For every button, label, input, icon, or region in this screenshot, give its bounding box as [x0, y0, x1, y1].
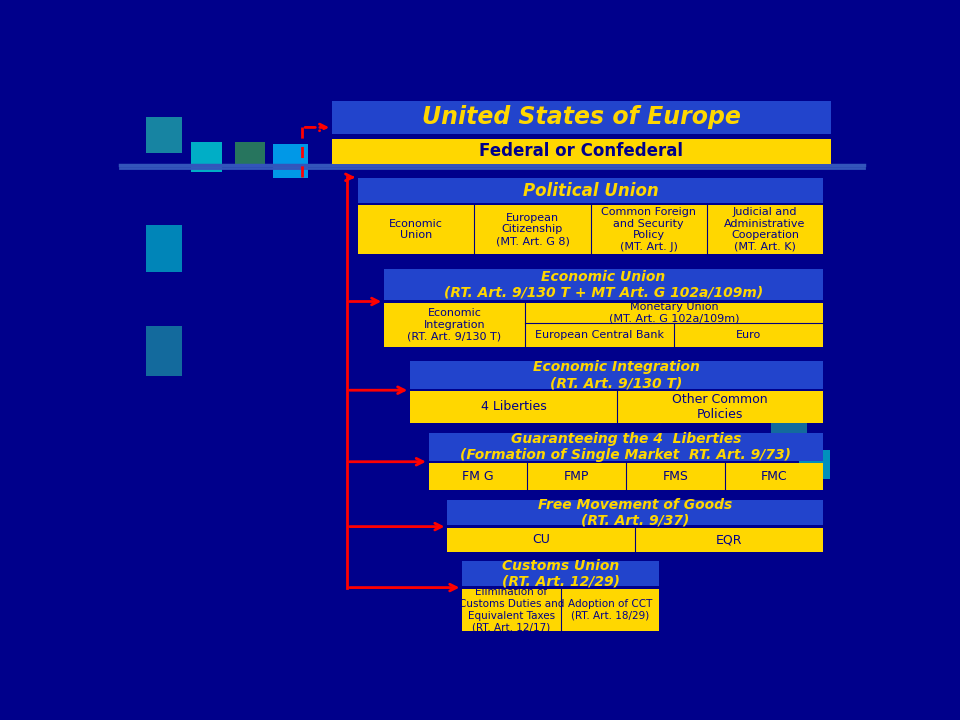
Text: FMC: FMC: [760, 470, 787, 483]
Text: FM G: FM G: [462, 470, 493, 483]
Text: Judicial and
Administrative
Cooperation
(MT. Art. K): Judicial and Administrative Cooperation …: [724, 207, 805, 252]
Text: Economic Integration
(RT. Art. 9/130 T): Economic Integration (RT. Art. 9/130 T): [533, 360, 700, 390]
FancyBboxPatch shape: [332, 138, 830, 164]
FancyBboxPatch shape: [191, 142, 222, 172]
Text: Common Foreign
and Security
Policy
(MT. Art. J): Common Foreign and Security Policy (MT. …: [601, 207, 696, 252]
FancyBboxPatch shape: [429, 464, 823, 490]
FancyBboxPatch shape: [146, 117, 181, 153]
Text: Federal or Confederal: Federal or Confederal: [479, 143, 684, 161]
FancyBboxPatch shape: [463, 561, 660, 587]
Text: FMS: FMS: [662, 470, 688, 483]
Text: Other Common
Policies: Other Common Policies: [672, 393, 768, 421]
Text: EQR: EQR: [716, 534, 742, 546]
FancyBboxPatch shape: [384, 269, 823, 300]
Text: CU: CU: [533, 534, 550, 546]
Text: European Central Bank: European Central Bank: [535, 330, 663, 340]
FancyBboxPatch shape: [410, 391, 823, 423]
Text: Guaranteeing the 4  Liberties
(Formation of Single Market  RT. Art. 9/73): Guaranteeing the 4 Liberties (Formation …: [461, 432, 791, 462]
FancyBboxPatch shape: [332, 102, 830, 133]
FancyBboxPatch shape: [235, 142, 265, 166]
Text: Customs Union
(RT. Art. 12/29): Customs Union (RT. Art. 12/29): [502, 559, 620, 589]
FancyBboxPatch shape: [463, 589, 660, 631]
FancyBboxPatch shape: [384, 302, 823, 347]
Text: Economic Union
(RT. Art. 9/130 T + MT Art. G 102a/109m): Economic Union (RT. Art. 9/130 T + MT Ar…: [444, 270, 763, 300]
Text: Economic
Union: Economic Union: [389, 219, 444, 240]
FancyBboxPatch shape: [146, 225, 181, 272]
Text: Euro: Euro: [735, 330, 761, 340]
FancyBboxPatch shape: [146, 326, 181, 376]
Text: Monetary Union
(MT. Art. G 102a/109m): Monetary Union (MT. Art. G 102a/109m): [609, 302, 739, 323]
FancyBboxPatch shape: [429, 433, 823, 461]
Text: Elimination of
Customs Duties and
Equivalent Taxes
(RT. Art. 12/17): Elimination of Customs Duties and Equiva…: [459, 588, 564, 632]
FancyBboxPatch shape: [358, 205, 823, 254]
FancyBboxPatch shape: [273, 143, 308, 178]
Text: FMP: FMP: [564, 470, 589, 483]
FancyBboxPatch shape: [771, 415, 806, 451]
FancyBboxPatch shape: [447, 528, 823, 552]
Text: Adoption of CCT
(RT. Art. 18/29): Adoption of CCT (RT. Art. 18/29): [568, 599, 652, 621]
FancyBboxPatch shape: [358, 179, 823, 203]
FancyBboxPatch shape: [447, 500, 823, 526]
Text: Political Union: Political Union: [522, 181, 659, 199]
Text: European
Citizenship
(MT. Art. G 8): European Citizenship (MT. Art. G 8): [495, 213, 569, 246]
FancyBboxPatch shape: [410, 361, 823, 389]
Text: United States of Europe: United States of Europe: [421, 105, 741, 130]
Text: 4 Liberties: 4 Liberties: [481, 400, 546, 413]
FancyBboxPatch shape: [799, 450, 829, 479]
Text: Economic
Integration
(RT. Art. 9/130 T): Economic Integration (RT. Art. 9/130 T): [407, 308, 501, 341]
Text: Free Movement of Goods
(RT. Art. 9/37): Free Movement of Goods (RT. Art. 9/37): [539, 498, 732, 528]
